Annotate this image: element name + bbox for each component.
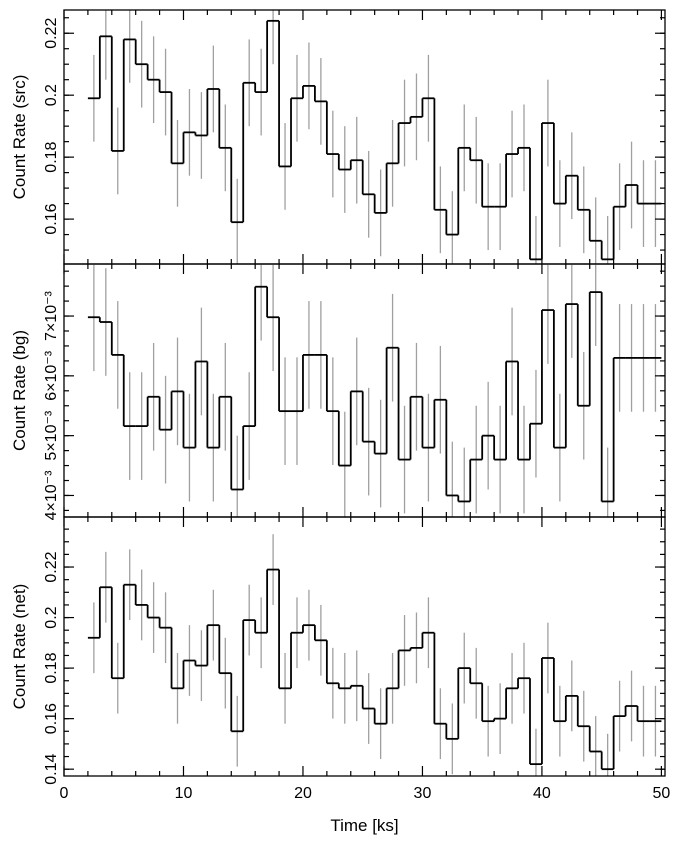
panel-net-ytick-label: 0.18 bbox=[43, 652, 60, 683]
panel-net-steps bbox=[87, 568, 662, 771]
panel-net-ylabel: Count Rate (net) bbox=[10, 584, 29, 710]
panel-net-ytick-label: 0.14 bbox=[43, 754, 60, 785]
x-tick-label: 30 bbox=[414, 785, 432, 802]
x-tick-label: 40 bbox=[533, 785, 551, 802]
panel-src-steps bbox=[87, 19, 662, 261]
panel-src-ylabel: Count Rate (src) bbox=[10, 75, 29, 200]
panel-src: 0.16 0.18 0.2 0.22 Count Rate (src) bbox=[10, 9, 666, 265]
panel-net-ytick-label: 0.22 bbox=[43, 551, 60, 582]
panel-bg: 4×10⁻³ 5×10⁻³ 6×10⁻³ 7×10⁻³ Count Rate (bg) bbox=[10, 263, 666, 520]
panel-bg-ytick-label: 6×10⁻³ bbox=[43, 350, 60, 400]
panel-bg-ytick-label: 5×10⁻³ bbox=[43, 410, 60, 460]
panel-src-ytick-label: 0.18 bbox=[43, 141, 60, 172]
panel-bg-steps bbox=[87, 285, 662, 503]
panel-bg-ytick-label: 4×10⁻³ bbox=[43, 470, 60, 520]
panel-src-ticks: 0.16 0.18 0.2 0.22 bbox=[43, 10, 665, 264]
x-tick-label: 50 bbox=[653, 785, 671, 802]
x-tick-label: 0 bbox=[60, 785, 69, 802]
x-axis-title: Time [ks] bbox=[330, 816, 398, 835]
panel-net-ticks: 0.14 0.16 0.18 0.2 0.22 0 10 20 30 40 50 bbox=[43, 517, 670, 802]
panel-src-errorbars bbox=[93, 10, 657, 264]
panel-net-ytick-label: 0.16 bbox=[43, 703, 60, 734]
panel-net: 0.14 0.16 0.18 0.2 0.22 0 10 20 30 40 50 Count Rat… bbox=[10, 516, 670, 802]
panel-net-errorbars bbox=[93, 534, 657, 776]
x-tick-label: 10 bbox=[175, 785, 193, 802]
panel-net-frame bbox=[63, 516, 666, 777]
panel-bg-ytick-label: 7×10⁻³ bbox=[43, 290, 60, 340]
x-tick-label: 20 bbox=[294, 785, 312, 802]
panel-bg-ylabel: Count Rate (bg) bbox=[10, 330, 29, 451]
panel-bg-ticks: 4×10⁻³ 5×10⁻³ 6×10⁻³ 7×10⁻³ bbox=[43, 264, 665, 520]
panel-src-ytick-label: 0.16 bbox=[43, 203, 60, 234]
panel-src-ytick-label: 0.2 bbox=[43, 84, 60, 106]
panel-net-ytick-label: 0.2 bbox=[43, 606, 60, 628]
panel-src-ytick-label: 0.22 bbox=[43, 18, 60, 49]
